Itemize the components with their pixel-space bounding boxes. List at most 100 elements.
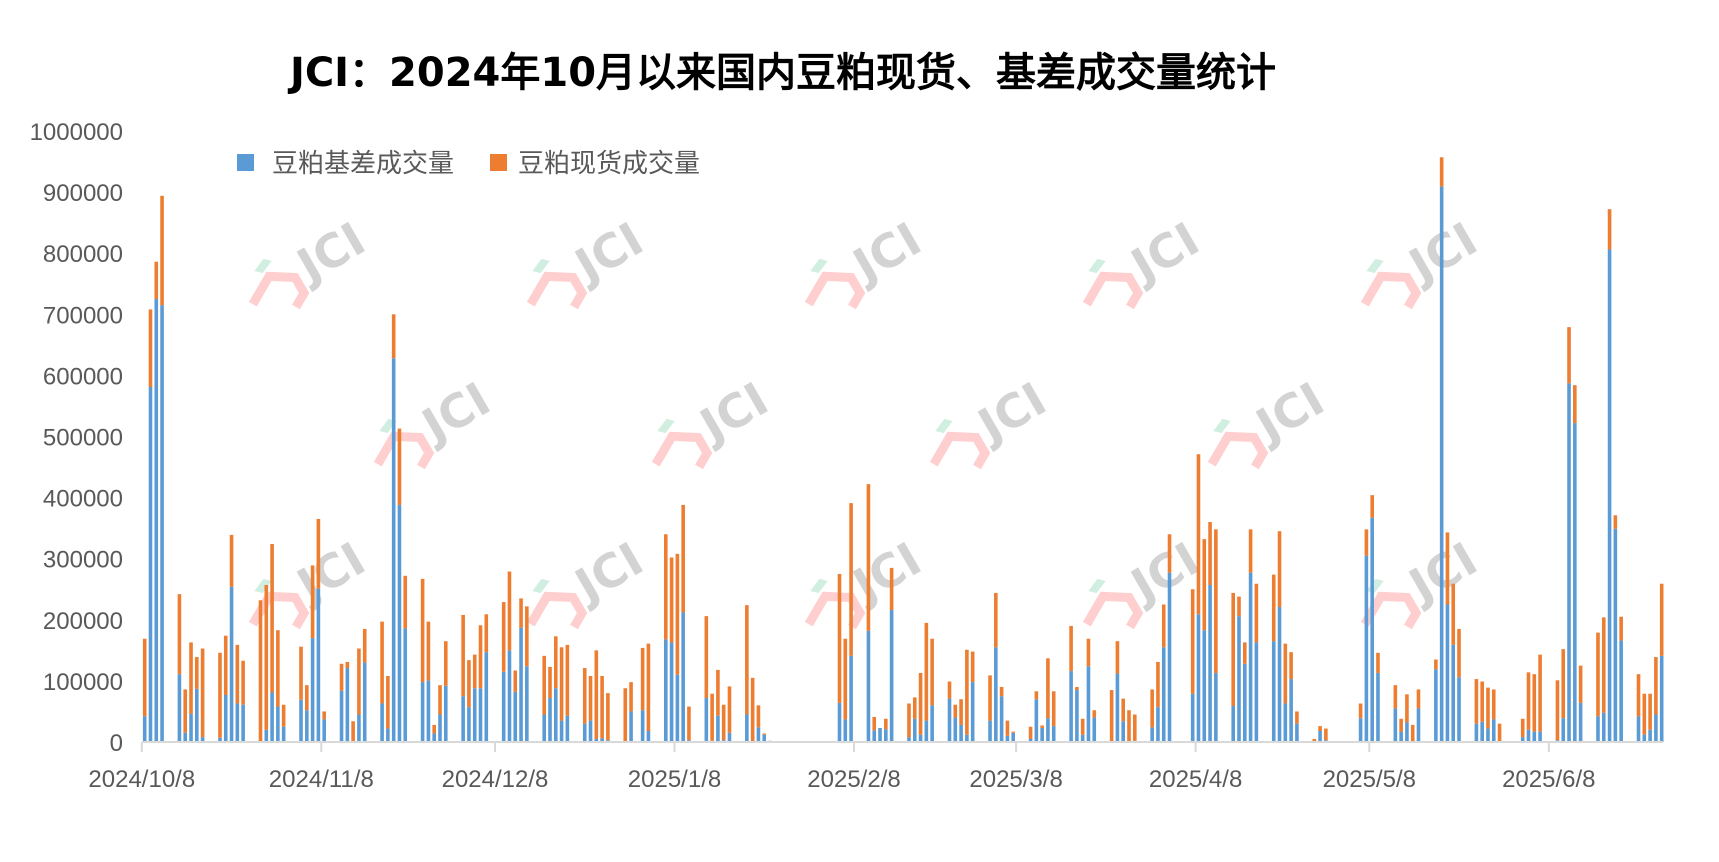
bar-group [837,573,842,742]
bar-spot-volume [1109,690,1114,742]
bar-basis-volume [1237,616,1241,742]
bar-group [229,534,234,742]
bar-group [548,666,552,742]
x-tick-label: 2024/11/8 [269,766,374,793]
bar-group [1358,703,1363,742]
bar-basis-volume [1271,641,1276,742]
bar-group [1132,714,1137,742]
bar-spot-volume [716,669,720,716]
bar-group [1202,539,1207,742]
bar-basis-volume [513,691,518,742]
bar-basis-volume [1086,666,1091,742]
bar-spot-volume [270,544,274,693]
bar-basis-volume [745,714,749,742]
x-tick-label: 2024/12/8 [442,766,549,793]
bar-group [889,567,894,742]
bar-group [1324,728,1328,742]
bar-basis-volume [142,716,147,742]
bar-spot-volume [235,644,240,704]
bar-spot-volume [362,628,367,663]
x-tick-label: 2025/3/8 [969,766,1062,793]
bar-group [565,644,570,742]
bar-basis-volume [970,682,975,742]
bar-basis-volume [1040,727,1044,742]
bar-spot-volume [229,534,234,587]
bar-group [357,648,361,742]
bar-basis-volume [380,703,384,742]
bar-basis-volume [1231,705,1236,742]
bar-spot-volume [154,261,159,300]
bar-spot-volume [1555,680,1560,741]
bar-spot-volume [241,660,245,705]
bar-spot-volume [1080,718,1085,735]
bar-group [918,672,923,742]
bar-group [1642,693,1647,742]
bar-group [1573,385,1577,742]
bar-group [1555,680,1560,742]
bar-group [1046,658,1050,742]
bar-group [299,646,303,742]
bar-group [1399,718,1403,742]
bar-spot-volume [837,573,842,703]
bar-basis-volume [235,703,240,742]
legend-label-basis: 豆粕基差成交量 [272,149,454,179]
bar-spot-volume [918,672,923,735]
jci-watermark-logo: JCI [1360,532,1486,630]
bar-basis-volume [1393,708,1398,742]
bar-spot-volume [507,571,512,651]
bar-basis-volume [1538,731,1542,742]
bar-spot-volume [1457,628,1461,678]
bar-spot-volume [1069,625,1073,672]
bar-basis-volume [1573,423,1577,742]
bar-group [1289,652,1293,742]
bar-group [1161,604,1166,742]
bar-spot-volume [322,711,326,720]
bar-basis-volume [472,688,477,742]
bar-basis-volume [872,730,877,742]
bar-basis-volume [553,688,558,742]
bar-basis-volume [994,647,998,742]
bar-spot-volume [351,721,355,742]
bar-group [142,638,147,742]
bar-spot-volume [1005,720,1010,736]
bar-basis-volume [1289,679,1293,742]
bar-group [420,578,425,742]
jci-watermark-logo: JCI [526,212,652,310]
bar-group [1445,532,1450,742]
bar-spot-volume [1127,710,1131,742]
bar-basis-volume [884,729,888,742]
bar-basis-volume [1578,702,1583,742]
bar-basis-volume [542,714,547,742]
bar-group [160,195,164,742]
bar-basis-volume [438,714,442,742]
bar-spot-volume [195,657,199,689]
bar-basis-volume [1654,714,1658,742]
bar-group [386,676,390,742]
bar-spot-volume [1573,385,1577,424]
bar-basis-volume [426,680,431,742]
jci-watermark-logo: JCI [804,212,930,310]
bar-spot-volume [1051,691,1056,727]
bar-group [542,655,547,742]
bar-group [1051,691,1056,742]
bar-basis-volume [1318,731,1322,742]
bar-spot-volume [1445,532,1450,605]
bar-spot-volume [345,661,350,669]
bar-basis-volume [1619,640,1623,742]
y-tick-label: 500000 [43,425,123,452]
bar-group [1654,657,1658,742]
bar-group [1312,738,1317,742]
bar-group [235,644,240,742]
bar-group [629,682,633,742]
bar-group [264,584,269,742]
bar-group [276,630,280,742]
bar-basis-volume [467,707,471,742]
bar-basis-volume [223,694,228,742]
y-tick-label: 100000 [43,669,123,696]
bar-group [912,697,917,742]
bar-group [183,689,188,742]
bar-group [1370,495,1374,742]
bar-basis-volume [878,727,882,742]
legend-swatch-basis [237,154,254,171]
bar-basis-volume [1161,647,1166,742]
